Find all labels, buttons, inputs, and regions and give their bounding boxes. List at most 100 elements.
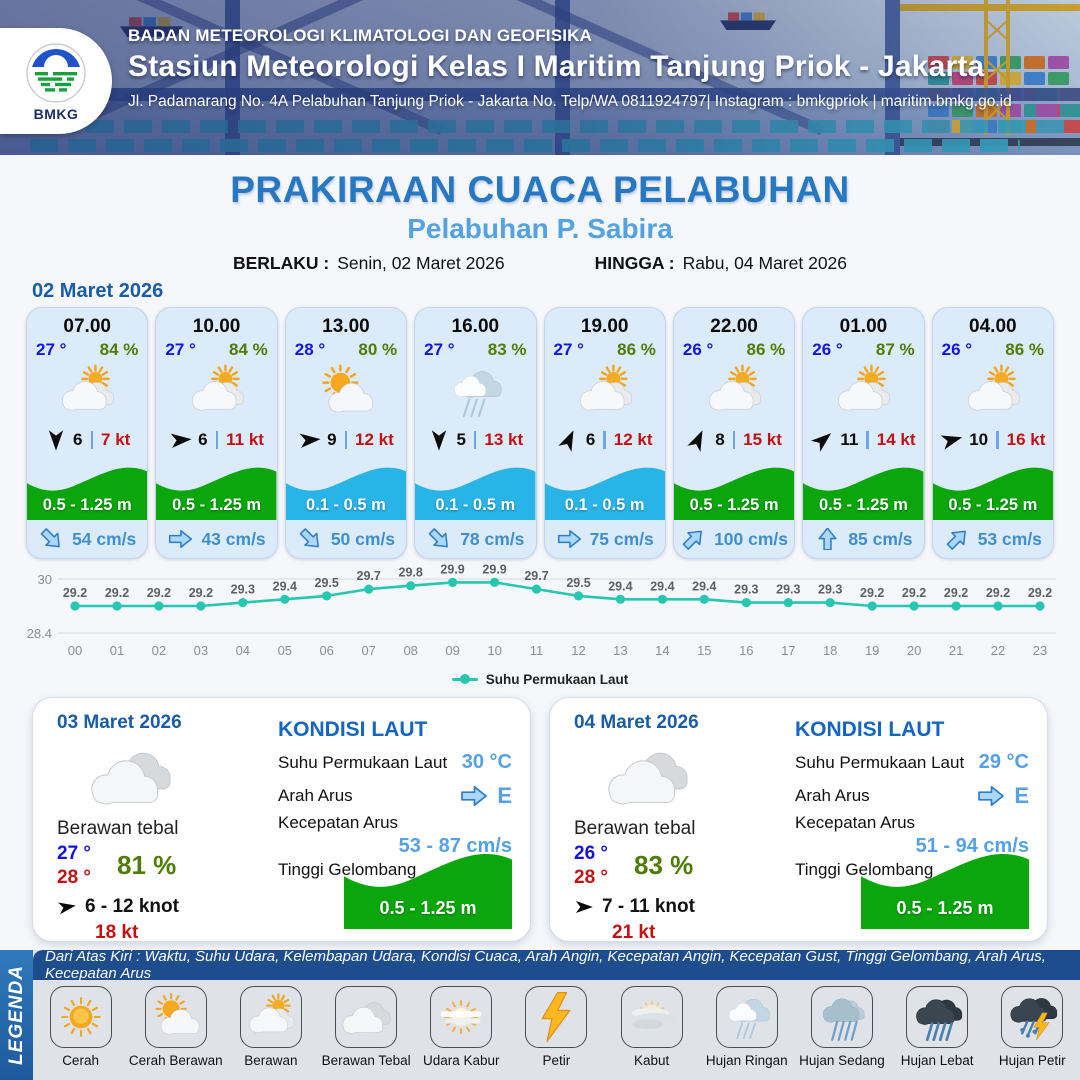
air-temperature: 27 °: [165, 340, 196, 359]
wave-height: 0.5 - 1.25 m: [689, 496, 779, 514]
current-row: 53 cm/s: [933, 520, 1053, 558]
daily-wave-height: 0.5 - 1.25 m: [344, 843, 512, 929]
daily-humidity: 81 %: [117, 850, 177, 881]
svg-text:29.3: 29.3: [734, 583, 758, 597]
current-direction-icon: [428, 528, 449, 548]
svg-text:13: 13: [613, 643, 627, 658]
daily-weather-summary: 03 Maret 2026 Berawan tebal 27 ° 28 ° 81…: [57, 712, 257, 944]
sst-label: Suhu Permukaan Laut: [795, 752, 965, 772]
hourly-forecast-row: 07.00 27 ° 84 % 6 7 kt 0.5 - 1.25 m 54 c…: [0, 307, 1080, 559]
weather-icon-wrap: [674, 360, 794, 424]
wind-row: 5 13 kt: [415, 424, 535, 456]
forecast-time: 10.00: [192, 316, 241, 337]
station-address: Jl. Padamarang No. 4A Pelabuhan Tanjung …: [128, 93, 1012, 110]
hujan-sedang-icon: [822, 998, 865, 1041]
daily-wave-height: 0.5 - 1.25 m: [861, 843, 1029, 929]
wave-band: [156, 467, 277, 520]
wave-height-band: 0.1 - 0.5 m: [544, 460, 665, 520]
legend-item-udara-kabur: Udara Kabur: [414, 986, 508, 1068]
bmkg-logo: BMKG: [0, 28, 112, 134]
wind-row: 8 15 kt: [674, 424, 794, 456]
svg-text:29.4: 29.4: [273, 579, 297, 593]
current-speed-value: 51 - 94 cm/s: [915, 835, 1029, 857]
cerah-berawan-icon: [322, 364, 373, 413]
wave-band: [544, 467, 665, 520]
current-speed: 75 cm/s: [589, 528, 654, 549]
current-direction-icon: [978, 785, 1005, 807]
legend-item-hujan-petir: Hujan Petir: [985, 986, 1079, 1068]
wave-band: [27, 467, 148, 520]
hujan-petir-icon: [1010, 998, 1058, 1041]
daily-humidity: 83 %: [634, 850, 694, 881]
forecast-card-07.00: 07.00 27 ° 84 % 6 7 kt 0.5 - 1.25 m 54 c…: [26, 307, 149, 559]
svg-text:29.9: 29.9: [440, 563, 464, 576]
humidity: 83 %: [487, 340, 527, 359]
air-temperature: 27 °: [553, 340, 584, 359]
legend-icon-box: [620, 986, 683, 1048]
legend-item-hujan-lebat: Hujan Lebat: [890, 986, 984, 1068]
svg-text:16: 16: [739, 643, 753, 658]
legend-title-bar: LEGENDA: [0, 950, 33, 1080]
wave-height-band: 0.1 - 0.5 m: [285, 460, 407, 520]
svg-text:00: 00: [68, 643, 82, 658]
berawan-tebal-icon: [91, 752, 171, 805]
daily-wind: 7 - 11 knot: [574, 896, 774, 918]
current-speed: 50 cm/s: [330, 528, 396, 549]
chart-legend: Suhu Permukaan Laut: [0, 672, 1080, 687]
station-name: Stasiun Meteorologi Kelas I Maritim Tanj…: [128, 50, 985, 83]
wind-direction-icon: [299, 433, 321, 449]
forecast-time: 07.00: [63, 316, 111, 337]
wind-direction-icon: [48, 430, 64, 451]
svg-text:06: 06: [319, 643, 333, 658]
svg-text:29.2: 29.2: [944, 586, 968, 600]
legend-icon-box: [715, 986, 778, 1048]
current-direction-icon: [461, 785, 488, 807]
forecast-time: 01.00: [839, 316, 888, 337]
divider: [866, 431, 869, 449]
svg-text:29.3: 29.3: [818, 583, 842, 597]
svg-text:29.4: 29.4: [692, 579, 716, 593]
svg-text:29.2: 29.2: [105, 586, 129, 600]
svg-text:17: 17: [781, 643, 795, 658]
current-direction-icon: [557, 529, 581, 549]
weather-icon-wrap: [803, 360, 923, 424]
svg-text:29.3: 29.3: [776, 583, 800, 597]
wave-height-band: 0.1 - 0.5 m: [415, 460, 536, 520]
legend-title: LEGENDA: [5, 965, 27, 1065]
current-speed: 54 cm/s: [72, 528, 137, 549]
legend-item-cerah: Cerah: [34, 986, 128, 1068]
legend-item-label: Berawan: [244, 1053, 298, 1068]
humidity: 86 %: [617, 340, 656, 359]
legend-item-hujan-ringan: Hujan Ringan: [700, 986, 794, 1068]
daily-condition: Berawan tebal: [574, 818, 696, 839]
forecast-time: 22.00: [710, 316, 758, 337]
port-name: Pelabuhan P. Sabira: [407, 213, 673, 244]
forecast-time: 16.00: [451, 316, 500, 337]
daily-date: 03 Maret 2026: [57, 712, 182, 733]
humidity: 86 %: [746, 340, 786, 359]
berawan-icon: [967, 364, 1020, 411]
forecast-time: 04.00: [969, 316, 1017, 337]
cerah-icon: [60, 997, 101, 1037]
wind-speed: 10: [969, 430, 989, 449]
daily-weather-icon: [574, 738, 774, 816]
daily-wave-height-value: 0.5 - 1.25 m: [379, 898, 477, 918]
svg-text:29.5: 29.5: [566, 576, 590, 590]
daily-gust: 21 kt: [612, 921, 656, 943]
berawan-icon: [579, 364, 632, 411]
daily-weather-icon: [57, 738, 257, 816]
current-row: 50 cm/s: [286, 520, 406, 558]
svg-text:22: 22: [991, 643, 1005, 658]
forecast-time: 13.00: [322, 316, 370, 337]
current-row: 43 cm/s: [156, 520, 276, 558]
hujan-ringan-icon: [454, 371, 502, 418]
svg-text:11: 11: [530, 643, 544, 658]
svg-text:12: 12: [571, 643, 585, 658]
weather-icon-wrap: [933, 360, 1053, 424]
wind-direction-icon: [170, 433, 192, 449]
forecast-card-01.00: 01.00 26 ° 87 % 11 14 kt 0.5 - 1.25 m 85…: [802, 307, 925, 559]
current-speed: 43 cm/s: [201, 528, 266, 549]
svg-text:02: 02: [152, 643, 166, 658]
current-speed-label: Kecepatan Arus: [795, 813, 916, 832]
udara-kabur-icon: [440, 999, 482, 1035]
